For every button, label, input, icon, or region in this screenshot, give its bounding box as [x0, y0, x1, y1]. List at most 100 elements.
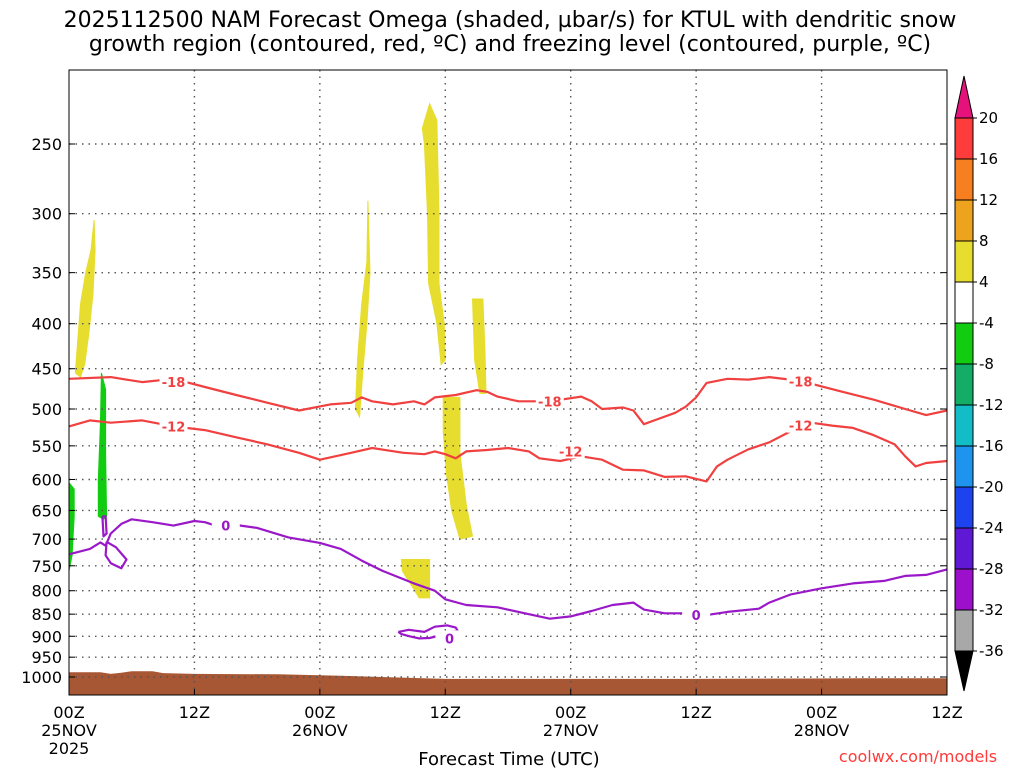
dgz-label-12-a-bg — [159, 418, 188, 434]
freezing-label-0-a: 0 — [221, 520, 230, 535]
omega-region-0 — [74, 219, 96, 378]
x-tick-label: 12Z — [179, 703, 210, 722]
dgz-contour-0 — [68, 376, 948, 426]
colorbar-label: -24 — [979, 519, 1004, 537]
x-tick-label: 00Z — [53, 703, 84, 722]
colorbar-label: 8 — [979, 232, 989, 250]
y-tick-label: 450 — [31, 360, 62, 379]
colorbar-label: -28 — [979, 560, 1004, 578]
y-tick-label: 250 — [31, 135, 62, 154]
x-tick-label: 00Z — [806, 703, 837, 722]
y-tick-label: 550 — [31, 437, 62, 456]
colorbar: 20 16 12 8 4 -4 -8 -12 -16 -20 -24 -28 -32 -36 — [954, 75, 1004, 692]
x-tick-label: 12Z — [680, 703, 711, 722]
x-tick-label: 27NOV — [543, 721, 599, 740]
colorbar-segment — [954, 322, 974, 365]
omega-region-6 — [68, 481, 75, 571]
omega-region-4 — [442, 396, 474, 540]
colorbar-label: 16 — [979, 150, 998, 168]
dgz-label-18-a: -18 — [162, 376, 186, 391]
chart-title-line-2: growth region (contoured, red, ºC) and f… — [89, 32, 931, 57]
freezing-label-0-c-bg — [435, 630, 464, 646]
colorbar-segment — [954, 568, 974, 611]
y-tick-label: 750 — [31, 557, 62, 576]
x-tick-label: 26NOV — [292, 721, 348, 740]
credit-text: coolwx.com/models — [839, 747, 997, 766]
colorbar-segment — [954, 117, 974, 160]
colorbar-top-arrow — [954, 75, 974, 119]
colorbar-bottom-arrow — [954, 650, 974, 692]
freezing-contour-2 — [101, 515, 108, 538]
y-tick-label: 600 — [31, 470, 62, 489]
colorbar-segment — [954, 240, 974, 283]
dgz-label-18-c: -18 — [789, 375, 813, 390]
colorbar-segment — [954, 199, 974, 242]
ground-terrain — [69, 671, 947, 695]
colorbar-label: -8 — [979, 355, 994, 373]
dgz-label-12-a: -12 — [162, 420, 186, 435]
x-tick-label: 12Z — [931, 703, 962, 722]
omega-shading — [68, 102, 487, 599]
colorbar-segment — [954, 363, 974, 406]
y-tick-label: 700 — [31, 530, 62, 549]
x-tick-label: 00Z — [304, 703, 335, 722]
y-tick-label: 300 — [31, 205, 62, 224]
y-tick-label: 400 — [31, 315, 62, 334]
x-axis-label: Forecast Time (UTC) — [418, 749, 599, 768]
colorbar-label: -16 — [979, 437, 1004, 455]
dgz-contour-1 — [68, 419, 948, 483]
plot-frame — [68, 69, 948, 696]
y-tick-label: 850 — [31, 605, 62, 624]
y-axis-ticks: 250 300 350 400 450 500 550 600 650 700 750 800 850 9… — [21, 135, 947, 687]
colorbar-segment — [954, 281, 974, 324]
y-tick-label: 1000 — [21, 668, 62, 687]
dgz-label-12-c-bg — [786, 417, 815, 433]
y-tick-label: 900 — [31, 627, 62, 646]
freezing-label-0-b-bg — [682, 607, 711, 623]
y-tick-label: 800 — [31, 582, 62, 601]
colorbar-label: 4 — [979, 273, 989, 291]
y-tick-label: 350 — [31, 264, 62, 283]
dgz-label-18-c-bg — [786, 373, 815, 389]
y-tick-label: 950 — [31, 648, 62, 667]
omega-region-3 — [471, 298, 487, 394]
freezing-label-0-c: 0 — [445, 632, 454, 647]
colorbar-segment — [954, 445, 974, 488]
freezing-label-0-b: 0 — [692, 609, 701, 624]
colorbar-label: -36 — [979, 642, 1004, 660]
grid-lines — [69, 70, 947, 695]
dgz-label-12-b: -12 — [559, 445, 583, 460]
chart-title-line-1: 2025112500 NAM Forecast Omega (shaded, µ… — [64, 8, 957, 33]
freezing-label-0-a-bg — [211, 517, 240, 533]
colorbar-segment — [954, 609, 974, 652]
colorbar-segment — [954, 527, 974, 570]
colorbar-label: -12 — [979, 396, 1004, 414]
dgz-label-12-c: -12 — [789, 420, 813, 435]
colorbar-segment — [954, 158, 974, 201]
x-tick-label: 25NOV — [41, 721, 97, 740]
ground-area — [69, 671, 947, 695]
omega-region-5 — [400, 559, 431, 599]
dgz-label-12-b-bg — [556, 443, 585, 459]
y-tick-label: 500 — [31, 400, 62, 419]
omega-region-1 — [354, 200, 371, 419]
dgz-label-18-b: -18 — [538, 395, 562, 410]
colorbar-label: -32 — [979, 601, 1004, 619]
x-tick-label: 00Z — [555, 703, 586, 722]
colorbar-label: -20 — [979, 478, 1004, 496]
dgz-label-18-a-bg — [159, 374, 188, 390]
colorbar-label: 12 — [979, 191, 998, 209]
x-tick-label: 2025 — [49, 739, 90, 758]
y-tick-label: 650 — [31, 501, 62, 520]
contour-lines: -18 -18 -18 -12 -12 -12 0 0 0 — [68, 373, 948, 647]
omega-region-2 — [421, 102, 446, 366]
freezing-contour-0 — [68, 518, 948, 620]
x-tick-label: 28NOV — [794, 721, 850, 740]
colorbar-segment — [954, 486, 974, 529]
colorbar-segment — [954, 404, 974, 447]
x-tick-label: 12Z — [430, 703, 461, 722]
colorbar-label: 20 — [979, 109, 998, 127]
freezing-contour-1 — [104, 540, 128, 570]
